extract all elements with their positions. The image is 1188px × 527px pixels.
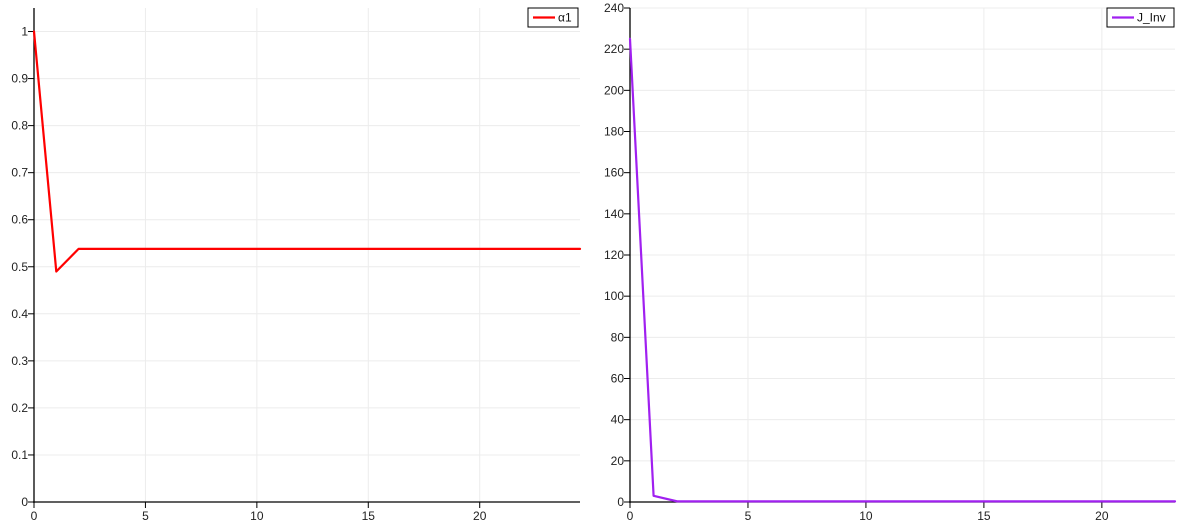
right-chart-y-tick-label: 0 bbox=[617, 495, 624, 509]
right-chart-y-tick-label: 160 bbox=[604, 166, 624, 180]
left-chart-y-tick-label: 0.8 bbox=[11, 119, 28, 133]
left-chart-legend-label: α1 bbox=[558, 11, 572, 25]
right-chart-legend-box bbox=[1106, 7, 1175, 28]
left-chart-y-tick-label: 0.5 bbox=[11, 260, 28, 274]
right-chart-y-tick-label: 20 bbox=[611, 454, 625, 468]
right-chart-y-tick-label: 140 bbox=[604, 207, 624, 221]
right-chart-y-tick-label: 120 bbox=[604, 248, 624, 262]
left-chart-x-tick-label: 15 bbox=[362, 509, 376, 523]
left-chart-y-tick-label: 0.6 bbox=[11, 213, 28, 227]
left-chart-y-tick-label: 0 bbox=[21, 495, 28, 509]
right-chart-y-tick-label: 100 bbox=[604, 289, 624, 303]
left-chart-series-line bbox=[32, 30, 582, 273]
left-chart-y-tick-label: 0.7 bbox=[11, 166, 28, 180]
left-chart-x-tick-label: 20 bbox=[473, 509, 487, 523]
right-chart-y-tick-label: 220 bbox=[604, 42, 624, 56]
left-chart-y-tick-label: 0.3 bbox=[11, 354, 28, 368]
right-chart-x-tick-label: 10 bbox=[859, 509, 873, 523]
left-chart-y-tick-label: 1 bbox=[21, 25, 28, 39]
left-chart-y-tick-label: 0.2 bbox=[11, 401, 28, 415]
left-chart-y-tick-label: 0.1 bbox=[11, 448, 28, 462]
right-chart-x-tick-label: 15 bbox=[977, 509, 991, 523]
left-chart-y-tick-label: 0.9 bbox=[11, 72, 28, 86]
right-chart-y-tick-label: 60 bbox=[611, 372, 625, 386]
right-chart-y-tick-label: 180 bbox=[604, 125, 624, 139]
j-inv-line-chart[interactable]: 0 20 40 60 80 100 120 140 160 180 200 220 240 0 5 10 15 2… bbox=[604, 1, 1177, 523]
right-chart-x-tick-label: 5 bbox=[745, 509, 752, 523]
left-chart-x-tick-label: 5 bbox=[142, 509, 149, 523]
right-chart-legend-label: J_Inv bbox=[1137, 11, 1166, 25]
right-chart-y-tick-label: 200 bbox=[604, 83, 624, 97]
right-chart-y-tick-label: 80 bbox=[611, 330, 625, 344]
left-chart-x-tick-label: 10 bbox=[250, 509, 264, 523]
left-chart-x-tick-label: 0 bbox=[31, 509, 38, 523]
right-chart-y-tick-label: 240 bbox=[604, 1, 624, 15]
right-chart-series-line bbox=[628, 37, 1177, 503]
left-chart-y-tick-label: 0.4 bbox=[11, 307, 28, 321]
right-chart-x-tick-label: 0 bbox=[627, 509, 634, 523]
right-chart-y-tick-label: 40 bbox=[611, 413, 625, 427]
right-chart-x-tick-label: 20 bbox=[1095, 509, 1109, 523]
